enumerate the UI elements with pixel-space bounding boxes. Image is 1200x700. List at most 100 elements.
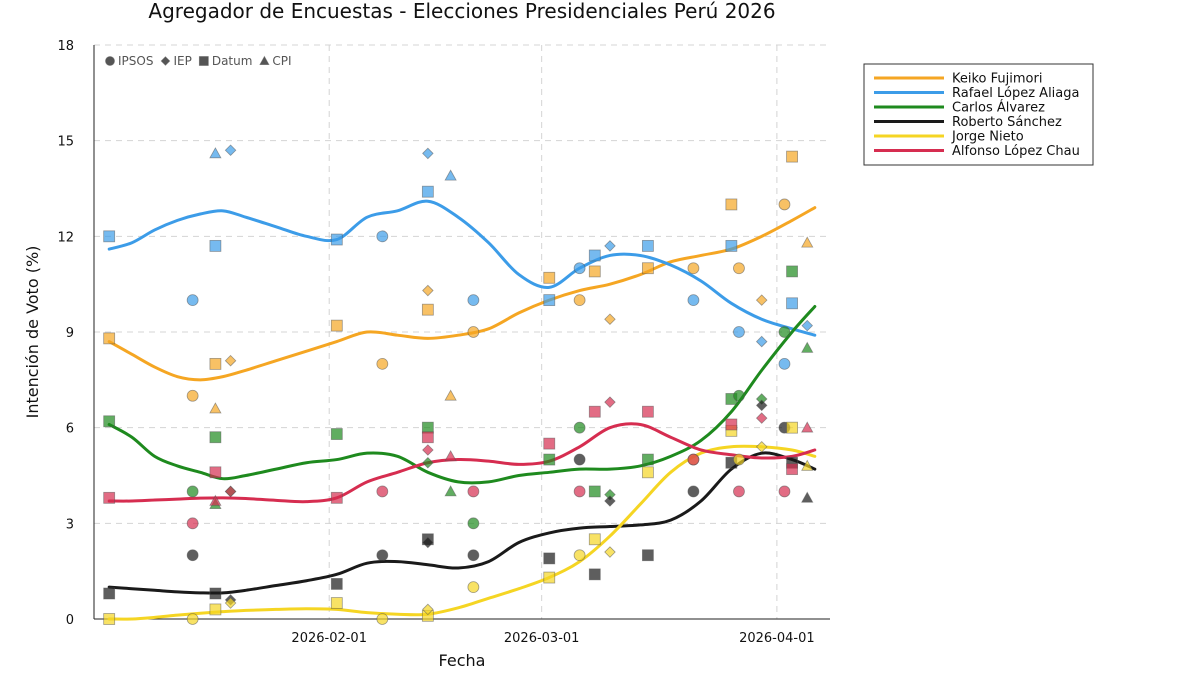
poll-point-datum xyxy=(786,150,798,163)
poll-point-ipsos xyxy=(687,294,700,307)
legend-pollster-label: IPSOS xyxy=(118,54,153,68)
poll-point-ipsos xyxy=(467,549,480,562)
legend-pollster-label: CPI xyxy=(272,54,291,68)
poll-point-datum xyxy=(588,485,601,498)
x-tick-label: 2026-04-01 xyxy=(739,631,815,646)
poll-point-datum xyxy=(725,239,738,252)
poll-point-datum xyxy=(209,239,222,252)
legend-candidate-label: Alfonso López Chau xyxy=(952,144,1080,159)
poll-point-datum xyxy=(543,437,556,450)
y-axis-label: Intención de Voto (%) xyxy=(23,246,42,419)
poll-points-layer xyxy=(103,144,814,625)
legend-box xyxy=(863,63,1094,166)
poll-point-cpi xyxy=(444,450,457,462)
poll-point-datum xyxy=(641,466,654,479)
poll-point-datum xyxy=(786,463,798,476)
poll-point-datum xyxy=(588,249,601,262)
poll-point-datum xyxy=(543,294,556,307)
poll-point-ipsos xyxy=(186,294,199,307)
poll-point-cpi xyxy=(801,459,814,471)
poll-point-iep xyxy=(755,399,768,412)
poll-point-ipsos xyxy=(687,485,700,498)
poll-point-datum xyxy=(103,230,116,243)
trend-line-4 xyxy=(107,444,817,621)
poll-point-iep xyxy=(755,335,768,348)
poll-point-ipsos xyxy=(376,230,389,243)
poll-point-datum xyxy=(786,265,798,278)
poll-point-datum xyxy=(103,613,116,625)
poll-point-iep xyxy=(422,536,434,549)
poll-point-iep xyxy=(224,597,237,609)
poll-point-datum xyxy=(209,466,222,479)
x-axis-label: Fecha xyxy=(439,651,486,670)
poll-point-datum xyxy=(421,431,434,444)
poll-point-ipsos xyxy=(733,262,745,275)
poll-point-iep xyxy=(422,603,434,616)
poll-point-cpi xyxy=(209,402,222,414)
legend-marker-cpi xyxy=(259,55,270,65)
poll-point-ipsos xyxy=(687,453,700,466)
poll-point-ipsos xyxy=(467,581,480,594)
poll-point-datum xyxy=(330,597,343,609)
poll-point-datum xyxy=(209,357,222,370)
legend-pollster-label: IEP xyxy=(173,54,191,68)
poll-point-cpi xyxy=(801,421,814,433)
poll-point-ipsos xyxy=(186,549,199,562)
poll-point-ipsos xyxy=(186,485,199,498)
poll-point-cpi xyxy=(444,169,457,181)
pollster-marker-legend: IPSOS IEP Datum CPI xyxy=(105,54,292,68)
poll-point-iep xyxy=(224,485,237,498)
poll-point-datum xyxy=(588,568,601,581)
poll-point-datum xyxy=(641,405,654,418)
poll-point-cpi xyxy=(801,236,814,248)
poll-point-iep xyxy=(422,284,434,297)
poll-point-datum xyxy=(725,418,738,431)
legend-candidate-label: Keiko Fujimori xyxy=(952,72,1042,87)
poll-point-datum xyxy=(103,587,116,600)
trend-lines-layer xyxy=(107,199,817,621)
poll-point-datum xyxy=(543,571,556,584)
y-tick-label: 12 xyxy=(57,230,74,245)
poll-point-iep xyxy=(604,240,616,252)
poll-point-datum xyxy=(543,453,556,466)
x-tick-label: 2026-03-01 xyxy=(504,631,580,646)
poll-point-datum xyxy=(330,578,343,590)
trend-line-3 xyxy=(107,451,817,595)
poll-point-datum xyxy=(641,549,654,562)
poll-point-datum xyxy=(103,415,116,428)
poll-point-ipsos xyxy=(573,453,586,466)
poll-point-cpi xyxy=(209,494,222,506)
poll-point-datum xyxy=(543,552,556,565)
poll-point-ipsos xyxy=(186,389,199,402)
legend-candidate-label: Rafael López Aliaga xyxy=(952,86,1079,101)
poll-point-datum xyxy=(421,303,434,316)
poll-point-ipsos xyxy=(376,357,389,370)
poll-point-datum xyxy=(330,319,343,332)
poll-point-iep xyxy=(224,354,237,367)
y-tick-label: 18 xyxy=(57,39,74,54)
poll-point-datum xyxy=(209,431,222,444)
poll-point-iep xyxy=(224,144,237,157)
poll-point-ipsos xyxy=(467,326,480,338)
poll-point-ipsos xyxy=(573,549,586,562)
poll-point-ipsos xyxy=(573,421,586,434)
poll-point-ipsos xyxy=(186,517,199,530)
poll-point-datum xyxy=(543,271,556,284)
poll-point-datum xyxy=(641,453,654,466)
y-tick-label: 3 xyxy=(66,517,74,532)
poll-point-datum xyxy=(641,239,654,252)
poll-point-cpi xyxy=(444,389,457,401)
legend-candidate-label: Roberto Sánchez xyxy=(952,115,1062,130)
poll-point-ipsos xyxy=(376,485,389,498)
legend-candidate-label: Carlos Álvarez xyxy=(952,100,1045,116)
poll-point-ipsos xyxy=(467,517,480,530)
poll-point-iep xyxy=(801,319,814,332)
poll-point-ipsos xyxy=(186,613,199,625)
axes-layer: 0 3 6 9 12 15 18 2026-02-01 2026-03-01 2026-04-01 xyxy=(57,39,830,646)
trend-line-0 xyxy=(107,206,817,382)
poll-point-ipsos xyxy=(376,549,389,562)
x-tick-label: 2026-02-01 xyxy=(291,631,367,646)
poll-point-ipsos xyxy=(733,485,745,498)
y-tick-label: 9 xyxy=(66,326,74,341)
